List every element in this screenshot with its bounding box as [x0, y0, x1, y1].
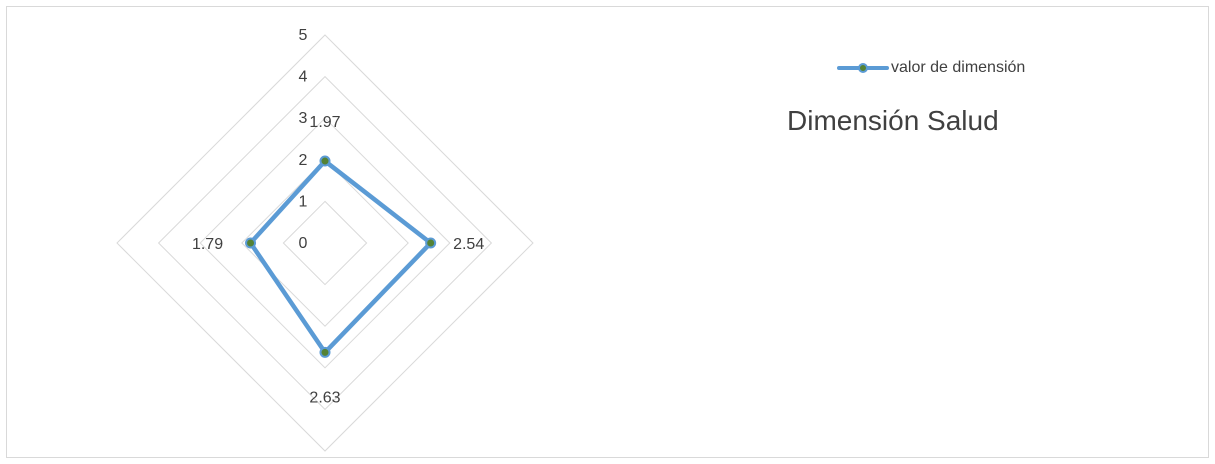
tick-label: 5 [299, 27, 308, 44]
tick-label: 4 [299, 69, 308, 86]
grid-ring [116, 34, 534, 452]
legend-series-swatch [837, 62, 889, 74]
data-point [245, 237, 257, 249]
series-line [248, 158, 433, 355]
grid-ring [199, 117, 451, 369]
grid-ring [241, 159, 409, 327]
grid-ring [157, 75, 493, 411]
tick-label: 3 [299, 110, 308, 127]
tick-label: 1 [299, 193, 308, 210]
chart-area: 0 1 2 3 4 5 1.97 2.54 2.63 1.79 valor de dimensió… [6, 6, 1209, 458]
data-label: 2.63 [309, 389, 340, 406]
data-label: 1.97 [309, 114, 340, 131]
data-point [319, 155, 331, 167]
radar-grid [116, 34, 534, 452]
dimension-title: Dimensión Salud [787, 105, 999, 136]
tick-label: 2 [299, 152, 308, 169]
legend-series-label: valor de dimensión [891, 59, 1026, 76]
tick-label: 0 [299, 235, 308, 252]
data-point [425, 237, 437, 249]
legend: valor de dimensión [837, 55, 1025, 81]
radar-tick-labels: 0 1 2 3 4 5 [299, 27, 308, 252]
data-label: 2.54 [453, 236, 484, 253]
data-point [319, 346, 331, 358]
data-label: 1.79 [192, 236, 223, 253]
legend-marker [858, 63, 868, 73]
radar-chart: 0 1 2 3 4 5 1.97 2.54 2.63 1.79 [116, 27, 534, 452]
grid-ring [282, 200, 368, 286]
